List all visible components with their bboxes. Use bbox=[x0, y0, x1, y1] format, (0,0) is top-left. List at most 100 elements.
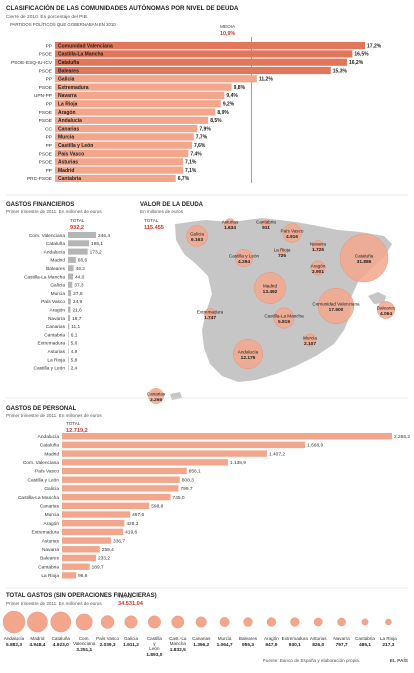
total-value-label: 4.923,0 bbox=[53, 642, 69, 648]
region-value: 4.916 bbox=[286, 234, 298, 240]
debt-value-label: 15,3% bbox=[333, 68, 348, 74]
total-bubble bbox=[147, 615, 161, 629]
pers-value-label: 96,6 bbox=[78, 573, 88, 579]
debt-bar bbox=[55, 50, 353, 58]
total-expenses-title: TOTAL GASTOS (SIN OPERACIONES FINANCIERA… bbox=[6, 593, 157, 599]
debt-bar-label: Andalucía bbox=[58, 118, 82, 124]
party-label: PSOE bbox=[39, 110, 52, 116]
debt-value-label: 16,2% bbox=[349, 60, 364, 66]
debt-bar bbox=[55, 58, 347, 66]
pers-bar bbox=[62, 554, 96, 562]
total-value-label: 797,7 bbox=[336, 642, 348, 648]
party-label: PSOE bbox=[39, 160, 52, 166]
party-label: PSOE bbox=[39, 118, 52, 124]
pers-category-label: Aragón bbox=[44, 521, 60, 527]
debt-value-label: 8,5% bbox=[210, 118, 222, 124]
party-label: PSOE-ESQ-IU-ICV bbox=[11, 60, 53, 66]
pers-value-label: 189,7 bbox=[92, 564, 104, 570]
debt-value-label: 16,5% bbox=[354, 52, 369, 58]
total-bubble bbox=[124, 615, 138, 629]
total-category-label: Cast.-La bbox=[169, 636, 187, 641]
debt-bar bbox=[55, 133, 194, 141]
fin-value-label: 6,1 bbox=[71, 332, 78, 338]
personnel-subtitle: Primer trimestre de 2011. En millones de… bbox=[6, 413, 102, 418]
total-category-label: Cantabria bbox=[355, 636, 375, 641]
total-value-label: 826,0 bbox=[312, 642, 324, 648]
total-bubble bbox=[290, 617, 300, 627]
party-header: PARTIDOS POLÍTICOS QUE GOBERNABAN EN 201… bbox=[10, 22, 116, 27]
financial-title: GASTOS FINANCIEROS bbox=[6, 202, 74, 208]
debt-bar bbox=[55, 108, 216, 116]
debt-ranking-title: CLASIFICACIÓN DE LAS COMUNIDADES AUTÓNOM… bbox=[6, 4, 239, 12]
fin-category-label: Extremadura bbox=[38, 341, 66, 347]
debt-bar bbox=[55, 83, 232, 91]
region-value: 5.819 bbox=[278, 319, 290, 325]
debt-bar-label: Madrid bbox=[58, 168, 74, 174]
pers-category-label: Cantabria bbox=[38, 564, 59, 570]
fin-category-label: La Rioja bbox=[47, 357, 65, 363]
total-bubble bbox=[171, 615, 185, 629]
region-label: Comunidad Valenciana bbox=[312, 301, 360, 306]
region-label: Andalucía bbox=[238, 349, 259, 354]
fin-bar bbox=[68, 331, 69, 338]
total-category-label: Cataluña bbox=[52, 636, 71, 641]
debt-ranking-subtitle: Cierre de 2010. En porcentaje del PIB. bbox=[6, 14, 88, 20]
debt-value-label: 9,8% bbox=[234, 85, 246, 91]
baleares-shape bbox=[368, 292, 386, 304]
region-value: 1.747 bbox=[204, 315, 216, 321]
fin-bar bbox=[68, 323, 70, 330]
fin-category-label: Castilla y León bbox=[34, 366, 66, 372]
party-label: PRC-PSOE bbox=[27, 176, 52, 182]
pers-value-label: 467,6 bbox=[132, 512, 144, 518]
total-value-label: 2.039,3 bbox=[100, 642, 116, 648]
pers-bar bbox=[62, 520, 125, 527]
pers-bar bbox=[62, 459, 228, 466]
region-value: 726 bbox=[278, 253, 286, 259]
party-label: PSOE bbox=[39, 85, 52, 91]
total-bubble bbox=[195, 616, 207, 628]
total-value-label: 485,1 bbox=[359, 642, 371, 648]
total-value-label: 5.882,3 bbox=[6, 642, 22, 648]
total-bubble bbox=[50, 611, 72, 633]
debt-bubble bbox=[148, 388, 164, 404]
pers-value-label: 598,8 bbox=[151, 504, 163, 510]
party-label: PSOE bbox=[39, 68, 52, 74]
debt-value-label: 11,2% bbox=[259, 77, 273, 83]
total-category-label: Madrid bbox=[30, 636, 44, 641]
total-value-label: 1.064,7 bbox=[217, 642, 233, 648]
fin-value-label: 11,1 bbox=[71, 324, 80, 330]
region-label: Navarra bbox=[310, 241, 327, 246]
pers-category-label: Extremadura bbox=[32, 530, 60, 536]
total-bubble bbox=[337, 617, 346, 627]
pers-category-label: Baleares bbox=[40, 556, 60, 562]
pers-value-label: 1.407,2 bbox=[269, 451, 285, 457]
fin-value-label: 246,4 bbox=[98, 233, 110, 239]
region-label: Canarias bbox=[147, 391, 166, 396]
fin-category-label: País Vasco bbox=[41, 299, 65, 305]
fin-category-label: Asturias bbox=[48, 349, 66, 355]
pers-value-label: 808,3 bbox=[182, 477, 194, 483]
fin-bar bbox=[68, 240, 90, 247]
debt-value-label: 7,7% bbox=[196, 135, 208, 141]
party-label: PP bbox=[46, 43, 52, 49]
region-value: 2.107 bbox=[304, 341, 316, 347]
pers-value-label: 259,4 bbox=[102, 547, 114, 553]
total-category-label: Canarias bbox=[192, 636, 211, 641]
debt-bubble bbox=[234, 248, 254, 268]
fin-value-label: 185,1 bbox=[91, 241, 103, 247]
total-value-label: 1.832,5 bbox=[170, 647, 186, 653]
region-label: Galicia bbox=[190, 231, 204, 236]
total-category-label: Murcia bbox=[218, 636, 232, 641]
pers-bar bbox=[62, 476, 180, 483]
region-value: 1.725 bbox=[312, 247, 324, 253]
personnel-expenses-chart: Andalucía 2.265,2 Cataluña 1.668,9 Madrid 1.4… bbox=[18, 433, 410, 579]
debt-value-label: 6,7% bbox=[178, 176, 190, 182]
total-bubble bbox=[27, 611, 48, 633]
debt-bar-label: Castilla-La Mancha bbox=[58, 52, 104, 58]
source-text: Fuente: Banco de España y elaboración pr… bbox=[263, 658, 360, 663]
fin-bar bbox=[68, 273, 73, 280]
debt-bar-label: Aragón bbox=[58, 110, 76, 116]
pers-category-label: Asturias bbox=[42, 538, 60, 544]
region-label: Aragón bbox=[311, 263, 326, 268]
